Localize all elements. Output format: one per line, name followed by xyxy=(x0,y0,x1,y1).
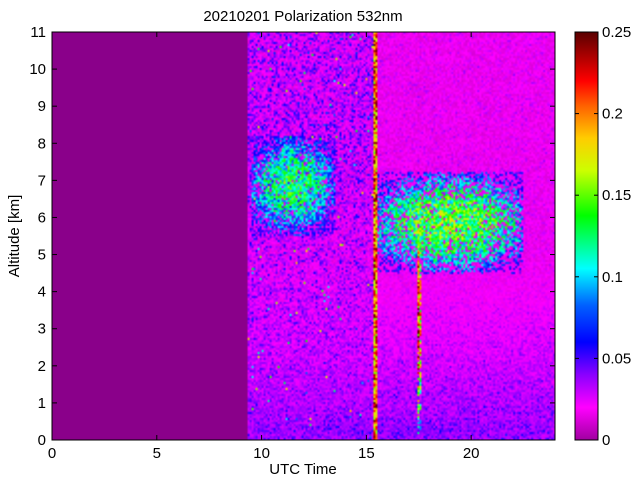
x-axis-label: UTC Time xyxy=(269,461,337,478)
colorbar-tick-label: 0.05 xyxy=(602,350,631,367)
x-tick-label: 0 xyxy=(48,445,56,462)
y-tick-label: 11 xyxy=(30,24,46,41)
chart-title: 20210201 Polarization 532nm xyxy=(203,8,402,25)
plot-area xyxy=(51,31,556,441)
y-tick-label: 7 xyxy=(38,172,46,189)
x-tick-label: 10 xyxy=(253,445,270,462)
y-tick-label: 8 xyxy=(38,135,46,152)
y-axis-label: Altitude [km] xyxy=(6,195,23,278)
x-tick-label: 15 xyxy=(358,445,375,462)
colorbar-frame xyxy=(574,31,599,441)
y-axis: 0 1 2 3 4 5 6 7 8 9 10 11 xyxy=(29,24,555,449)
y-tick-label: 3 xyxy=(38,321,46,338)
colorbar: 0 0.05 0.1 0.15 0.2 0.25 xyxy=(574,24,631,449)
y-tick-label: 10 xyxy=(29,61,46,78)
colorbar-tick-label: 0.25 xyxy=(602,24,631,41)
y-tick-label: 4 xyxy=(38,284,46,301)
colorbar-ticks: 0 0.05 0.1 0.15 0.2 0.25 xyxy=(575,24,631,449)
x-tick-label: 20 xyxy=(463,445,480,462)
x-tick-label: 5 xyxy=(153,445,161,462)
colorbar-gradient xyxy=(575,32,598,440)
y-tick-label: 0 xyxy=(38,432,46,449)
y-tick-label: 2 xyxy=(38,358,46,375)
x-axis: 0 5 10 15 20 xyxy=(48,32,480,462)
colorbar-tick-label: 0.1 xyxy=(602,269,623,286)
y-tick-label: 6 xyxy=(38,209,46,226)
plot-frame xyxy=(51,31,556,441)
y-tick-label: 9 xyxy=(38,98,46,115)
heatmap-image xyxy=(52,32,555,440)
y-tick-label: 1 xyxy=(38,395,46,412)
y-tick-label: 5 xyxy=(38,247,46,264)
colorbar-tick-label: 0.15 xyxy=(602,187,631,204)
colorbar-tick-label: 0 xyxy=(602,432,610,449)
colorbar-tick-label: 0.2 xyxy=(602,106,623,123)
